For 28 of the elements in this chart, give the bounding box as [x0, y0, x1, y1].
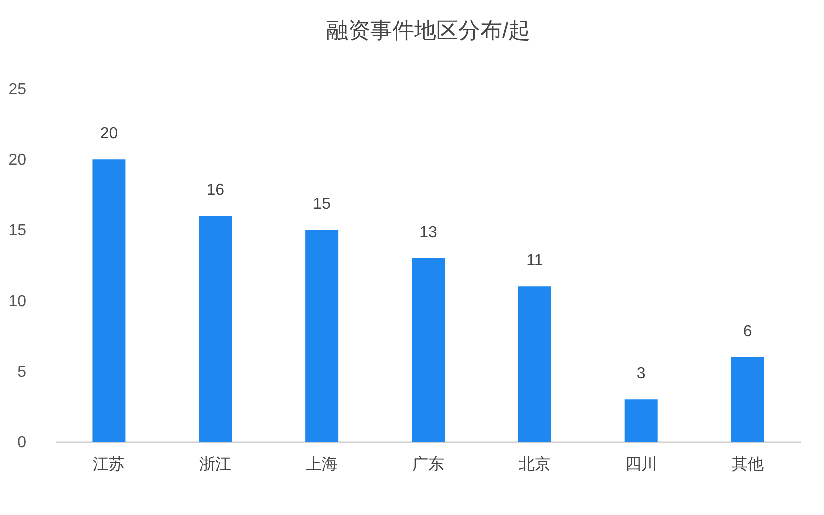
data-label: 13	[420, 224, 438, 242]
y-tick-label: 0	[18, 434, 27, 452]
data-label: 15	[313, 196, 332, 214]
data-label: 20	[100, 126, 118, 143]
y-tick-label: 15	[8, 222, 27, 240]
data-label: 6	[743, 323, 752, 340]
bar	[412, 258, 445, 442]
x-tick-label: 上海	[306, 456, 338, 474]
x-tick-label: 广东	[412, 456, 444, 474]
bar	[731, 357, 764, 442]
data-label: 3	[636, 366, 646, 383]
x-tick-label: 北京	[518, 456, 551, 474]
x-tick-label: 四川	[625, 456, 658, 474]
y-tick-label: 25	[8, 82, 27, 98]
chart-title: 融资事件地区分布/起	[326, 18, 531, 43]
x-tick-label: 浙江	[200, 456, 232, 474]
bar	[199, 216, 232, 442]
bar	[624, 400, 658, 442]
data-label: 16	[206, 182, 225, 200]
x-tick-label: 江苏	[93, 456, 126, 474]
y-tick-label: 20	[8, 152, 27, 170]
bar	[518, 286, 552, 442]
y-tick-label: 10	[8, 293, 27, 310]
y-tick-label: 5	[18, 364, 27, 381]
bar	[92, 160, 126, 442]
bar	[306, 230, 339, 442]
data-label: 11	[526, 252, 544, 270]
x-tick-label: 其他	[732, 456, 764, 474]
